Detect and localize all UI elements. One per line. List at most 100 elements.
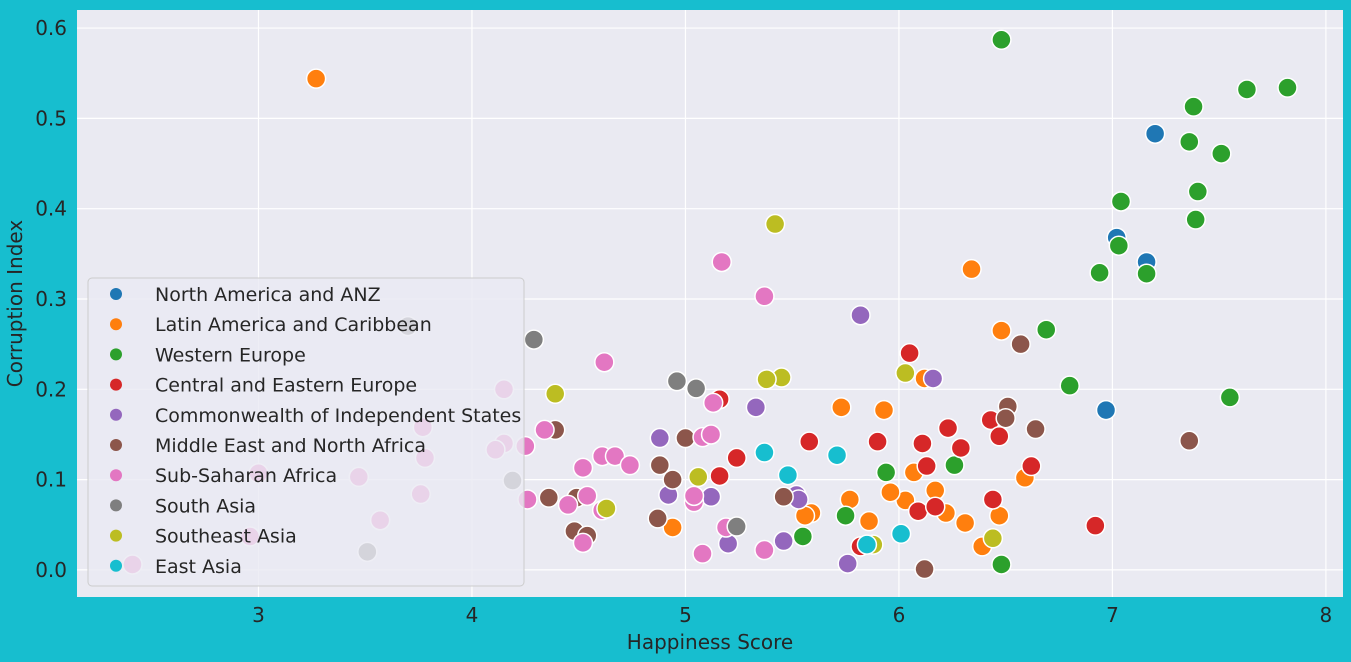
data-point bbox=[1179, 430, 1200, 452]
data-point bbox=[1089, 262, 1110, 284]
data-point bbox=[837, 553, 858, 574]
data-point bbox=[544, 383, 566, 405]
y-tick-labels: 0.0 0.1 0.2 0.3 0.4 0.5 0.6 bbox=[35, 16, 67, 582]
data-point bbox=[1059, 375, 1080, 396]
data-point bbox=[875, 462, 897, 483]
data-point bbox=[572, 532, 594, 554]
data-point bbox=[954, 512, 976, 534]
data-point bbox=[873, 399, 895, 421]
data-point bbox=[1025, 418, 1046, 440]
data-point bbox=[899, 342, 920, 364]
data-point bbox=[991, 554, 1012, 575]
data-point bbox=[764, 213, 786, 235]
data-point bbox=[867, 431, 888, 452]
legend-entry: Central and Eastern Europe bbox=[155, 375, 417, 397]
legend-entry: Western Europe bbox=[155, 344, 306, 366]
data-point bbox=[754, 442, 775, 463]
data-point bbox=[557, 494, 579, 516]
data-point bbox=[702, 392, 724, 414]
legend-marker bbox=[110, 378, 122, 391]
data-point bbox=[647, 508, 668, 529]
legend-marker bbox=[110, 559, 122, 572]
data-point bbox=[649, 454, 671, 476]
data-point bbox=[1179, 131, 1200, 153]
data-point bbox=[777, 464, 799, 486]
data-point bbox=[961, 258, 982, 280]
legend-entry: Sub-Saharan Africa bbox=[155, 465, 337, 487]
data-point bbox=[858, 510, 880, 532]
data-point bbox=[683, 485, 705, 507]
legend-marker bbox=[110, 348, 122, 361]
data-point bbox=[1021, 455, 1042, 477]
data-point bbox=[662, 469, 683, 490]
data-point bbox=[1035, 319, 1057, 340]
legend: North America and ANZ Latin America and C… bbox=[87, 277, 525, 587]
data-point bbox=[1219, 387, 1241, 408]
data-point bbox=[604, 445, 626, 467]
data-point bbox=[880, 481, 901, 503]
data-point bbox=[912, 433, 933, 454]
data-point bbox=[991, 320, 1012, 341]
data-point bbox=[666, 370, 688, 392]
y-tick-label: 0.6 bbox=[35, 16, 67, 40]
data-point bbox=[1183, 96, 1204, 117]
data-point bbox=[1211, 143, 1232, 164]
data-point bbox=[799, 431, 820, 452]
legend-entry: South Asia bbox=[155, 495, 256, 517]
data-point bbox=[773, 530, 794, 552]
data-point bbox=[856, 534, 878, 555]
data-point bbox=[675, 427, 696, 449]
data-point bbox=[937, 417, 959, 439]
data-point bbox=[745, 397, 767, 418]
legend-marker bbox=[110, 318, 122, 331]
data-point bbox=[649, 427, 671, 449]
data-point bbox=[982, 528, 1004, 549]
y-tick-label: 0.1 bbox=[35, 468, 67, 492]
legend-marker bbox=[110, 288, 122, 300]
data-point bbox=[1236, 79, 1258, 100]
data-point bbox=[792, 526, 814, 547]
legend-entry: North America and ANZ bbox=[155, 284, 381, 306]
legend-marker bbox=[110, 439, 122, 451]
data-point bbox=[754, 286, 775, 307]
data-point bbox=[995, 407, 1016, 429]
data-point bbox=[826, 444, 848, 466]
data-point bbox=[944, 454, 965, 476]
data-point bbox=[914, 558, 935, 580]
data-point bbox=[594, 351, 615, 373]
data-point bbox=[538, 487, 560, 508]
y-tick-label: 0.2 bbox=[35, 377, 67, 401]
legend-marker bbox=[110, 469, 122, 482]
y-tick-label: 0.3 bbox=[35, 287, 67, 311]
data-point bbox=[596, 498, 617, 519]
x-tick-label: 6 bbox=[893, 603, 906, 627]
data-point bbox=[305, 68, 327, 89]
data-point bbox=[700, 486, 722, 508]
data-point bbox=[685, 378, 707, 399]
data-point bbox=[924, 496, 946, 517]
data-point bbox=[756, 369, 777, 390]
data-point bbox=[890, 523, 912, 545]
x-tick-label: 4 bbox=[466, 603, 479, 627]
data-point bbox=[1187, 181, 1209, 202]
data-point bbox=[907, 500, 929, 522]
data-point bbox=[692, 543, 713, 564]
data-point bbox=[754, 539, 775, 561]
data-point bbox=[711, 251, 732, 273]
data-point bbox=[1277, 77, 1298, 98]
x-tick-label: 3 bbox=[252, 603, 265, 627]
data-point bbox=[1010, 333, 1031, 355]
y-tick-label: 0.5 bbox=[35, 106, 67, 130]
x-axis-label: Happiness Score bbox=[627, 630, 793, 654]
x-tick-label: 8 bbox=[1320, 603, 1333, 627]
data-point bbox=[1108, 235, 1130, 256]
data-point bbox=[989, 426, 1010, 447]
legend-box bbox=[87, 277, 525, 587]
data-point bbox=[831, 397, 852, 418]
data-point bbox=[895, 362, 916, 384]
legend-marker bbox=[110, 529, 122, 542]
legend-entry: East Asia bbox=[155, 556, 242, 578]
legend-marker bbox=[110, 499, 122, 512]
legend-entry: Commonwealth of Independent States bbox=[155, 405, 521, 427]
data-point bbox=[726, 516, 747, 537]
